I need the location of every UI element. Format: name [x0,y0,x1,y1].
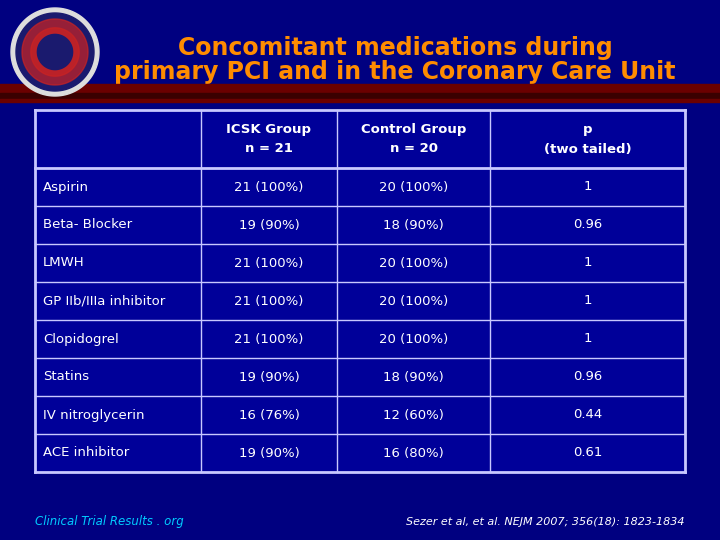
Text: Statins: Statins [43,370,89,383]
Text: 0.96: 0.96 [573,219,602,232]
Polygon shape [22,19,88,85]
Text: 0.96: 0.96 [573,370,602,383]
Text: p: p [582,123,593,136]
Text: Clinical Trial Results . org: Clinical Trial Results . org [35,516,184,529]
Text: 21 (100%): 21 (100%) [234,294,304,307]
Text: n = 21: n = 21 [245,143,293,156]
Text: Aspirin: Aspirin [43,180,89,193]
Text: Concomitant medications during: Concomitant medications during [178,36,613,60]
Text: 1: 1 [583,180,592,193]
Text: Clopidogrel: Clopidogrel [43,333,119,346]
Text: 1: 1 [583,256,592,269]
Text: LMWH: LMWH [43,256,85,269]
Text: 0.44: 0.44 [573,408,602,422]
Text: (two tailed): (two tailed) [544,143,631,156]
Text: Beta- Blocker: Beta- Blocker [43,219,132,232]
Text: primary PCI and in the Coronary Care Unit: primary PCI and in the Coronary Care Uni… [114,60,676,84]
Text: Control Group: Control Group [361,123,467,136]
Text: ICSK Group: ICSK Group [227,123,312,136]
Text: IV nitroglycerin: IV nitroglycerin [43,408,145,422]
Text: 12 (60%): 12 (60%) [383,408,444,422]
Text: 18 (90%): 18 (90%) [383,219,444,232]
Text: 21 (100%): 21 (100%) [234,256,304,269]
Polygon shape [37,35,73,70]
Text: GP IIb/IIIa inhibitor: GP IIb/IIIa inhibitor [43,294,166,307]
Text: 21 (100%): 21 (100%) [234,333,304,346]
Text: 20 (100%): 20 (100%) [379,256,449,269]
Text: 16 (76%): 16 (76%) [238,408,300,422]
Text: 19 (90%): 19 (90%) [238,370,300,383]
Text: 16 (80%): 16 (80%) [383,447,444,460]
Text: Sezer et al, et al. NEJM 2007; 356(18): 1823-1834: Sezer et al, et al. NEJM 2007; 356(18): … [407,517,685,527]
Polygon shape [31,28,79,76]
Text: 1: 1 [583,333,592,346]
Polygon shape [16,13,94,91]
Text: 20 (100%): 20 (100%) [379,294,449,307]
Polygon shape [11,8,99,96]
Text: 1: 1 [583,294,592,307]
Text: n = 20: n = 20 [390,143,438,156]
Text: 18 (90%): 18 (90%) [383,370,444,383]
Text: 20 (100%): 20 (100%) [379,333,449,346]
Text: 20 (100%): 20 (100%) [379,180,449,193]
Text: ACE inhibitor: ACE inhibitor [43,447,130,460]
Text: 19 (90%): 19 (90%) [238,447,300,460]
Text: 21 (100%): 21 (100%) [234,180,304,193]
Text: 19 (90%): 19 (90%) [238,219,300,232]
Polygon shape [40,37,71,68]
Text: 0.61: 0.61 [573,447,602,460]
